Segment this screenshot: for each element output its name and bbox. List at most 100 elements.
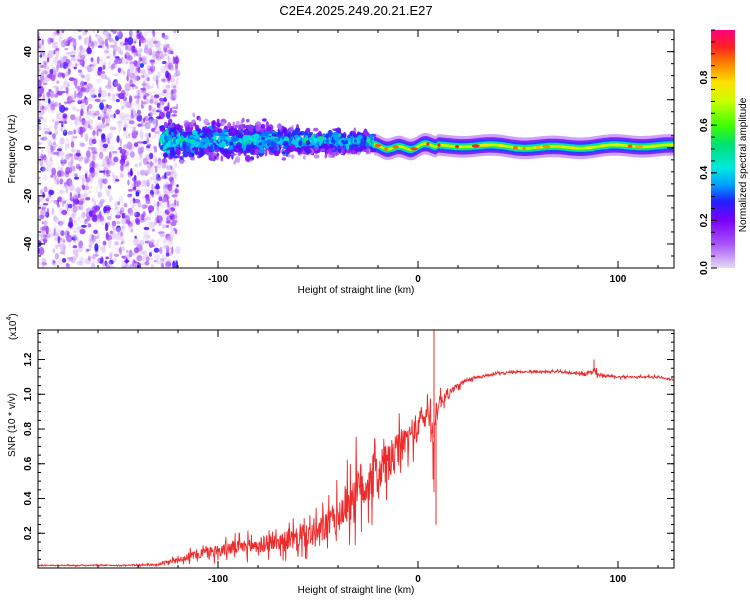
heatmap-cell bbox=[240, 128, 244, 134]
heatmap-cell bbox=[77, 86, 80, 91]
heatmap-cell bbox=[38, 152, 42, 158]
heatmap-cell bbox=[138, 48, 143, 54]
heatmap-cell bbox=[55, 55, 59, 59]
heatmap-cell bbox=[38, 35, 41, 43]
heatmap-cell bbox=[197, 150, 205, 158]
heatmap-cell bbox=[100, 90, 107, 98]
heatmap-cell bbox=[203, 118, 209, 125]
heatmap-cell bbox=[72, 230, 78, 234]
heatmap-cell bbox=[52, 85, 59, 89]
heatmap-cell bbox=[297, 147, 301, 153]
heatmap-cell bbox=[124, 83, 131, 92]
heatmap-cell bbox=[154, 166, 158, 173]
heatmap-cell bbox=[279, 137, 283, 145]
heatmap-cell bbox=[105, 234, 113, 241]
heatmap-cell bbox=[98, 202, 103, 208]
heatmap-cell bbox=[47, 145, 51, 154]
heatmap-cell bbox=[159, 100, 165, 106]
heatmap-cell bbox=[41, 258, 47, 264]
heatmap-cell bbox=[47, 141, 51, 147]
heatmap-cells bbox=[38, 30, 674, 268]
heatmap-cell bbox=[263, 140, 267, 144]
heatmap-cell bbox=[159, 230, 165, 238]
heatmap-cell bbox=[78, 193, 81, 198]
heatmap-cell bbox=[150, 59, 155, 65]
heatmap-cell bbox=[79, 45, 83, 51]
heatmap-cell bbox=[153, 94, 160, 99]
heatmap-cell bbox=[162, 61, 167, 64]
heatmap-cell bbox=[107, 137, 110, 145]
heatmap-cell bbox=[344, 140, 349, 145]
heatmap-cell bbox=[112, 244, 115, 250]
heatmap-cell bbox=[38, 141, 42, 146]
heatmap-cell bbox=[58, 190, 65, 195]
heatmap-cell bbox=[54, 225, 58, 231]
heatmap-cell bbox=[73, 219, 76, 223]
heatmap-cell bbox=[90, 259, 96, 268]
heatmap-cell bbox=[41, 207, 46, 211]
heatmap-cell bbox=[231, 137, 237, 142]
heatmap-cell bbox=[74, 89, 78, 97]
heatmap-cell bbox=[83, 98, 90, 105]
heatmap-cell bbox=[119, 50, 124, 55]
colorbar-tick-label: 0.6 bbox=[699, 118, 710, 132]
heatmap-cell bbox=[66, 54, 72, 58]
heatmap-cell bbox=[165, 91, 168, 100]
heatmap-cell bbox=[72, 248, 77, 254]
heatmap-cell bbox=[305, 148, 312, 154]
heatmap-cell bbox=[158, 71, 161, 78]
heatmap-cell bbox=[88, 137, 93, 146]
heatmap-cell bbox=[132, 177, 136, 182]
heatmap-cell bbox=[127, 36, 134, 46]
heatmap-cell bbox=[88, 206, 93, 209]
heatmap-cell bbox=[126, 160, 130, 167]
heatmap-cell bbox=[157, 157, 162, 165]
heatmap-cell bbox=[166, 245, 170, 254]
heatmap-cell bbox=[49, 156, 53, 162]
heatmap-cell bbox=[57, 235, 61, 244]
heatmap-cell bbox=[152, 119, 155, 125]
heatmap-cell bbox=[97, 116, 102, 120]
heatmap-cell bbox=[91, 109, 96, 119]
heatmap-cell bbox=[57, 220, 64, 226]
heatmap-cell bbox=[42, 95, 45, 103]
heatmap-cell bbox=[61, 264, 67, 268]
x-tick-label: 100 bbox=[610, 574, 627, 585]
heatmap-cell bbox=[137, 123, 143, 127]
heatmap-cell bbox=[99, 40, 105, 45]
heatmap-cell bbox=[129, 105, 134, 114]
heatmap-cell bbox=[337, 147, 341, 153]
heatmap-cell bbox=[147, 165, 154, 174]
heatmap-cell bbox=[113, 73, 120, 77]
heatmap-cell bbox=[127, 193, 133, 198]
heatmap-cell bbox=[148, 132, 151, 138]
snr-x-label: Height of straight line (km) bbox=[298, 585, 415, 596]
heatmap-cell bbox=[151, 239, 155, 244]
heatmap-cell bbox=[117, 30, 123, 39]
heatmap-cell bbox=[78, 35, 82, 40]
heatmap-cell bbox=[50, 144, 53, 153]
heatmap-cell bbox=[124, 113, 131, 118]
heatmap-cell bbox=[166, 220, 171, 224]
heatmap-cell bbox=[175, 67, 178, 74]
heatmap-cell bbox=[253, 141, 257, 146]
heatmap-cell bbox=[49, 68, 54, 75]
heatmap-cell bbox=[121, 105, 125, 110]
heatmap-cell bbox=[113, 79, 118, 82]
heatmap-cell bbox=[42, 82, 48, 86]
heatmap-cell bbox=[93, 229, 99, 234]
heatmap-cell bbox=[109, 230, 116, 239]
heatmap-cell bbox=[214, 144, 217, 150]
snr-series-line bbox=[38, 367, 674, 568]
heatmap-cell bbox=[172, 85, 177, 89]
heatmap-cell bbox=[163, 53, 167, 57]
heatmap-cell bbox=[96, 130, 99, 137]
heatmap-cell bbox=[66, 263, 71, 268]
heatmap-cell bbox=[174, 56, 180, 64]
heatmap-cell bbox=[167, 55, 170, 63]
heatmap-cell bbox=[40, 149, 45, 153]
heatmap-cell bbox=[120, 260, 125, 267]
heatmap-cell bbox=[39, 106, 45, 110]
heatmap-cell bbox=[139, 69, 146, 75]
